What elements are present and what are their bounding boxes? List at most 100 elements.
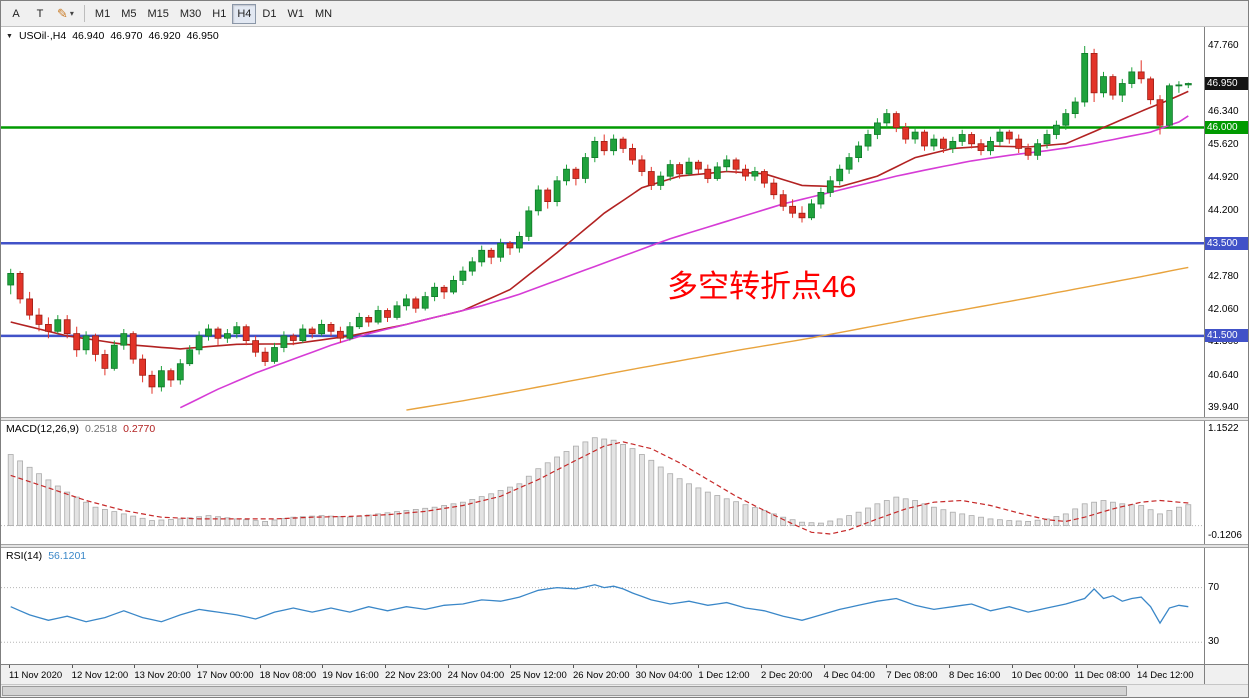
price-axis-label: 44.920 (1208, 171, 1239, 183)
macd-canvas[interactable] (1, 421, 1204, 544)
time-tick (447, 665, 449, 668)
main-chart-panel: ▼ USOil·,H4 46.940 46.970 46.920 46.950 … (1, 27, 1248, 417)
macd-axis-label: -0.1206 (1208, 529, 1242, 541)
time-tick (71, 665, 73, 668)
ohlc-high: 46.970 (110, 30, 143, 42)
macd-axis[interactable]: 1.1522 -0.1206 (1204, 421, 1248, 544)
toolbar-separator (83, 5, 85, 22)
time-axis-label: 13 Nov 20:00 (134, 670, 191, 681)
time-axis[interactable]: 11 Nov 2020 12 Nov 12:00 13 Nov 20:00 17 No… (1, 664, 1248, 684)
ohlc-low: 46.920 (148, 30, 181, 42)
macd-header: MACD(12,26,9) 0.2518 0.2770 (6, 423, 155, 435)
rsi-axis[interactable]: 70 30 (1204, 548, 1248, 664)
price-tag-46.950: 46.950 (1205, 77, 1248, 90)
symbol-marker-icon: ▼ (6, 32, 13, 40)
time-axis-label: 10 Dec 00:00 (1011, 670, 1069, 681)
chevron-down-icon: ▾ (69, 9, 74, 18)
time-axis-corner (1204, 665, 1248, 684)
panel-divider-macd[interactable] (1, 417, 1248, 421)
rsi-panel: RSI(14) 56.1201 70 30 (1, 548, 1248, 664)
time-axis-labels[interactable]: 11 Nov 2020 12 Nov 12:00 13 Nov 20:00 17 No… (1, 665, 1204, 684)
timeframe-button-m5[interactable]: M5 (121, 7, 137, 20)
symbol-label: USOil·,H4 (18, 30, 67, 42)
toolbar: A T ✎ ▾ M1 M5 M15 M30 H1 H4 D1 W1 MN (1, 1, 1248, 27)
h-scrollbar[interactable] (1, 684, 1248, 697)
time-tick (761, 665, 762, 668)
time-axis-label: 14 Dec 12:00 (1137, 670, 1194, 681)
time-tick (510, 665, 512, 668)
timeframe-group: M1 M5 M15 M30 H1 H4 D1 W1 MN (90, 3, 337, 24)
macd-label: MACD(12,26,9) (6, 423, 79, 435)
time-tick (322, 665, 324, 668)
pencil-icon: ✎ (57, 5, 68, 21)
time-axis-label: 8 Dec 16:00 (949, 670, 1001, 681)
rsi-axis-label: 70 (1208, 581, 1220, 593)
time-tick (259, 665, 261, 668)
price-axis-label: 45.620 (1208, 139, 1239, 151)
chart-annotation-text[interactable]: 多空转折点46 (667, 269, 857, 304)
panel-divider-rsi[interactable] (1, 544, 1248, 548)
price-tag-41.500: 41.500 (1205, 329, 1248, 343)
time-tick (385, 665, 386, 668)
rsi-label: RSI(14) (6, 550, 43, 562)
price-tag-43.500: 43.500 (1205, 236, 1248, 250)
timeframe-button-mn[interactable]: MN (314, 7, 333, 20)
timeframe-button-h4[interactable]: H4 (232, 3, 257, 24)
rsi-chart-area[interactable]: RSI(14) 56.1201 (1, 548, 1204, 664)
main-chart-canvas[interactable] (1, 27, 1204, 417)
time-axis-label: 22 Nov 23:00 (385, 670, 442, 681)
rsi-value: 56.1201 (48, 550, 87, 562)
rsi-canvas[interactable] (1, 548, 1204, 664)
price-axis[interactable]: 47.760 46.340 45.620 44.920 44.200 42.780 42.0… (1204, 27, 1248, 417)
time-tick (1074, 665, 1076, 668)
macd-value-signal: 0.2770 (123, 423, 156, 435)
time-axis-label: 4 Dec 04:00 (823, 670, 875, 681)
rsi-axis-label: 30 (1208, 636, 1220, 648)
price-axis-label: 46.340 (1208, 105, 1239, 117)
time-axis-label: 17 Nov 00:00 (197, 670, 254, 681)
time-axis-label: 2 Dec 20:00 (761, 670, 813, 681)
time-tick (949, 665, 950, 668)
timeframe-button-h1[interactable]: H1 (212, 7, 227, 20)
chart-header: ▼ USOil·,H4 46.940 46.970 46.920 46.950 (6, 30, 219, 42)
time-tick (9, 665, 10, 668)
price-axis-label: 42.780 (1208, 270, 1239, 282)
time-axis-label: 18 Nov 08:00 (259, 670, 317, 681)
timeframe-button-m30[interactable]: M30 (179, 7, 202, 20)
draw-tool-button[interactable]: ✎ ▾ (52, 4, 79, 24)
time-axis-label: 1 Dec 12:00 (698, 670, 750, 681)
price-axis-label: 40.640 (1208, 369, 1239, 381)
ohlc-open: 46.940 (72, 30, 105, 42)
timeframe-button-d1[interactable]: D1 (262, 7, 277, 20)
time-axis-label: 12 Nov 12:00 (71, 670, 129, 681)
price-axis-label: 39.940 (1208, 402, 1239, 414)
time-tick (1137, 665, 1138, 668)
price-axis-label: 44.200 (1208, 204, 1239, 216)
rsi-header: RSI(14) 56.1201 (6, 550, 86, 562)
time-axis-label: 26 Nov 20:00 (573, 670, 630, 681)
time-axis-label: 7 Dec 08:00 (886, 670, 938, 681)
text-tool-button[interactable]: T (36, 7, 44, 20)
time-tick (134, 665, 136, 668)
time-axis-label: 11 Dec 08:00 (1074, 670, 1131, 681)
price-axis-label: 42.060 (1208, 304, 1239, 315)
timeframe-button-m1[interactable]: M1 (94, 7, 111, 20)
macd-value-main: 0.2518 (84, 423, 118, 435)
time-axis-label: 19 Nov 16:00 (322, 670, 379, 681)
price-tag-46.000: 46.000 (1205, 121, 1248, 134)
timeframe-button-m15[interactable]: M15 (147, 7, 169, 20)
macd-chart-area[interactable]: MACD(12,26,9) 0.2518 0.2770 (1, 421, 1204, 544)
h-scrollbar-thumb[interactable] (2, 686, 1127, 696)
cursor-tool-button[interactable]: A (12, 7, 20, 20)
main-chart-area[interactable]: ▼ USOil·,H4 46.940 46.970 46.920 46.950 … (1, 27, 1204, 417)
time-tick (197, 665, 198, 668)
time-axis-label: 25 Nov 12:00 (510, 670, 567, 681)
timeframe-button-w1[interactable]: W1 (287, 7, 304, 20)
time-tick (886, 665, 888, 668)
time-tick (573, 665, 574, 668)
time-tick (823, 665, 825, 668)
time-tick (698, 665, 700, 668)
time-tick (1011, 665, 1013, 668)
time-axis-label: 30 Nov 04:00 (635, 670, 693, 681)
